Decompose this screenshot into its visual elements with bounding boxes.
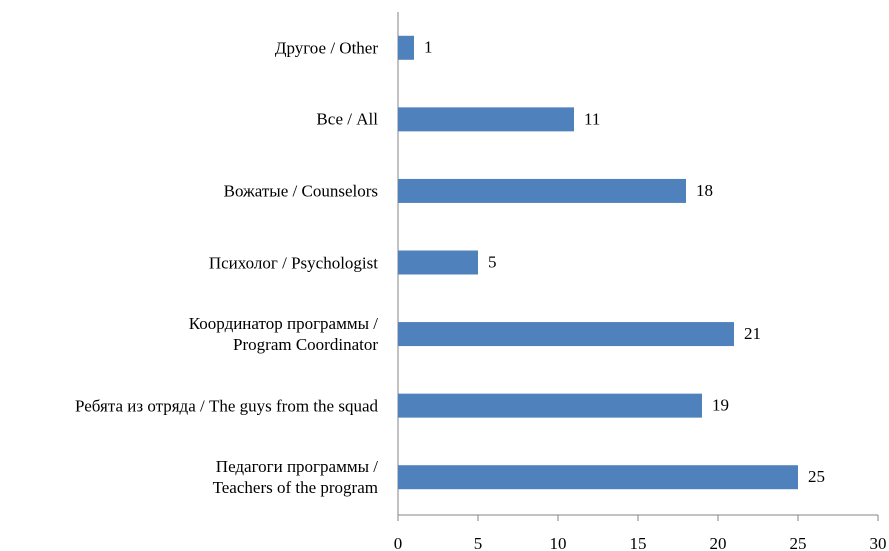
data-label: 25: [808, 467, 825, 486]
bar: [398, 322, 734, 347]
x-tick-label: 15: [630, 534, 647, 551]
bar: [398, 393, 702, 418]
data-label: 5: [488, 252, 497, 271]
bar: [398, 178, 686, 203]
data-label: 11: [584, 109, 600, 128]
y-tick-label: Психолог / Psychologist: [208, 253, 378, 272]
x-tick-label: 20: [710, 534, 727, 551]
x-tick-label: 5: [474, 534, 483, 551]
data-label: 1: [424, 38, 433, 57]
y-tick-label: Все / All: [316, 109, 378, 129]
data-label: 19: [712, 396, 729, 415]
x-tick-label: 25: [790, 534, 807, 551]
y-tick-label: Другое / Other: [274, 38, 378, 58]
y-tick-label: Педагоги программы / Teachers of the pro…: [212, 457, 378, 498]
bar: [398, 35, 414, 60]
x-tick-label: 0: [394, 534, 403, 551]
data-label: 18: [696, 181, 713, 200]
y-tick-label: Ребята из отряда / The guys from the squ…: [75, 396, 378, 416]
x-tick-label: 30: [870, 534, 887, 551]
bar: [398, 107, 574, 132]
y-tick-label: Координатор программы / Program Coordina…: [188, 314, 378, 355]
data-label: 21: [744, 324, 761, 343]
bar: [398, 465, 798, 490]
y-tick-label: Вожатые / Counselors: [223, 181, 378, 201]
x-tick-label: 10: [550, 534, 567, 551]
bar: [398, 250, 478, 275]
